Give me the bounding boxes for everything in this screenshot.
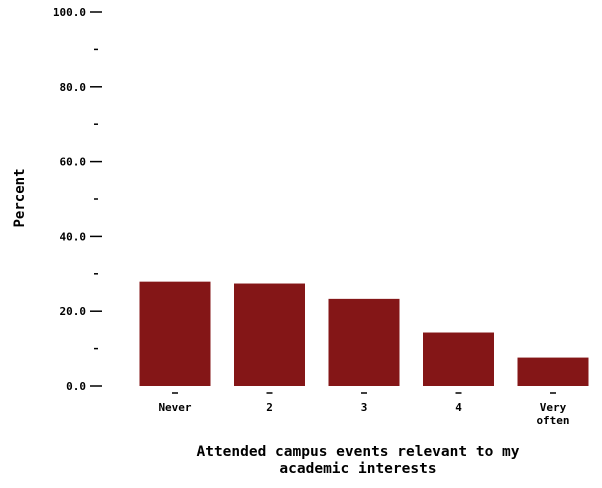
y-tick-label: 80.0	[60, 81, 87, 94]
x-tick-label: Very often	[536, 401, 569, 427]
x-axis: Never 2 3 4 Very often	[158, 392, 570, 427]
bar	[139, 281, 211, 386]
y-tick-label: 40.0	[60, 230, 87, 243]
x-axis-title: Attended campus events relevant to my aca…	[196, 444, 519, 477]
x-tick-label: 4	[455, 401, 462, 414]
y-tick-label: 0.0	[66, 380, 86, 393]
x-tick-label: 3	[361, 401, 368, 414]
x-tick-label: Never	[158, 401, 191, 414]
y-axis-title: Percent	[12, 168, 28, 227]
y-tick-label: 60.0	[60, 156, 87, 169]
bar	[423, 332, 494, 386]
bar	[517, 357, 589, 386]
y-tick-label: 100.0	[53, 6, 86, 19]
bar	[234, 283, 305, 386]
x-tick-label: 2	[266, 401, 273, 414]
bar	[328, 298, 400, 386]
y-tick-label: 20.0	[60, 305, 87, 318]
y-axis: 0.0 20.0 40.0 60.0 80.0 100.0	[53, 6, 102, 393]
bars-group	[139, 281, 589, 386]
